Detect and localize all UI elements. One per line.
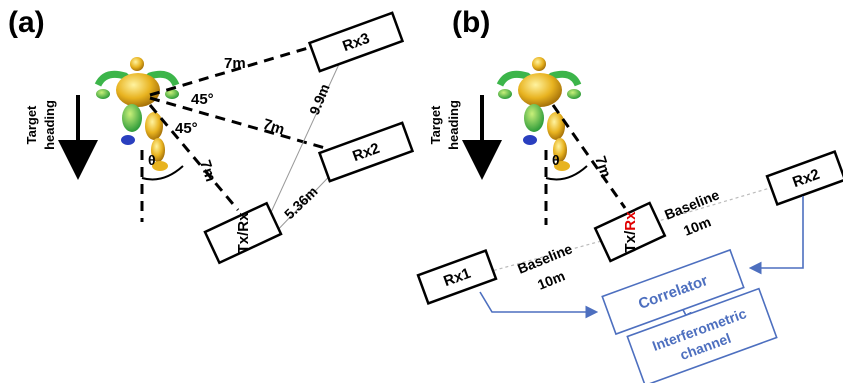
dist-rx3: 7m [224,55,246,72]
txrx-box: Tx/Rx [203,201,283,265]
baseline-left-1: Baseline [515,240,575,276]
target-figure-icon [94,57,180,171]
txrx-label-b: Tx/Rx [622,211,639,253]
baseline-left-2: 10m [535,267,567,292]
theta-label-b: θ [552,152,560,168]
dist-rx3-rx2: 9.9m [306,82,333,118]
rx2-box-b: Rx2 [765,149,843,207]
heading-label-b-1: Target [428,105,443,144]
rx2-box: Rx2 [317,121,415,183]
panel-a-label: (a) [8,6,45,39]
theta-arc-b [545,165,588,181]
baseline-right-1: Baseline [662,186,722,222]
baseline-right-2: 10m [681,213,713,238]
panel-a: (a) Target heading θ 45° 45° [8,6,415,265]
dist-rx2-txrx: 5.36m [281,183,321,222]
panel-b-label: (b) [452,6,490,39]
angle-upper: 45° [191,91,214,108]
angle-lower: 45° [175,120,198,137]
interferometric-box: Interferometric channel [626,287,778,383]
target-figure-icon-b [496,57,582,171]
txrx-label: Tx/Rx [235,212,252,254]
txrx-box-b: Tx/Rx [593,201,667,263]
dist-txrx-b: 7m [591,154,614,180]
heading-label-2: heading [42,100,57,150]
dist-txrx: 7m [196,158,219,184]
heading-label-b-2: heading [446,100,461,150]
dist-rx2: 7m [261,116,287,139]
theta-arc [141,165,184,181]
heading-label-1: Target [24,105,39,144]
rx1-box-b: Rx1 [416,248,498,306]
theta-label: θ [148,152,156,168]
panel-b: (b) Target heading θ 7m Baseline [416,6,843,383]
rx3-box: Rx3 [307,11,405,73]
